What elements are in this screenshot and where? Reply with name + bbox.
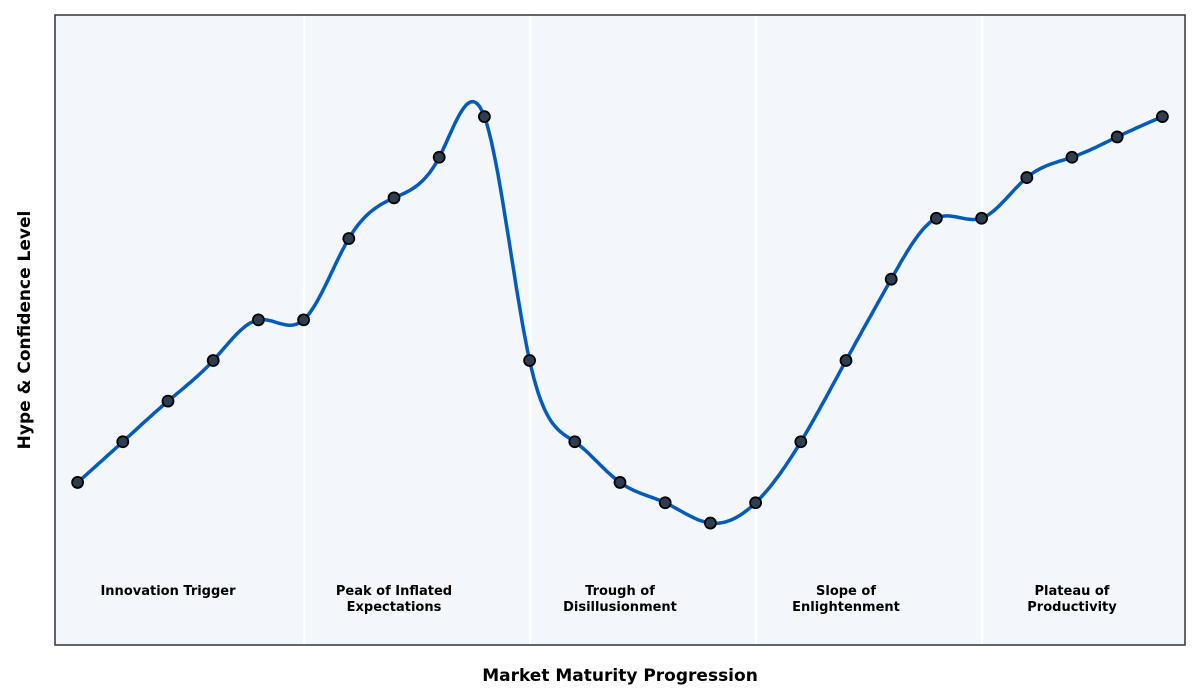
data-point-8 <box>432 150 446 164</box>
data-point-24 <box>1156 110 1169 124</box>
data-point-14 <box>704 516 717 530</box>
phase-label-4: Slope of Enlightenment <box>792 584 900 615</box>
phase-label-1: Innovation Trigger <box>100 584 236 599</box>
phase-label-3: Trough of Disillusionment <box>563 584 677 615</box>
data-point-1 <box>116 435 130 449</box>
x-axis-label: Market Maturity Progression <box>482 666 758 686</box>
phase-label-2: Peak of Inflated Expectations <box>336 584 452 615</box>
y-axis-label: Hype & Confidence Level <box>15 211 35 450</box>
data-point-15 <box>749 496 762 510</box>
data-point-21 <box>1020 171 1034 184</box>
data-point-20 <box>975 211 988 225</box>
data-point-12 <box>613 476 627 489</box>
data-point-9 <box>477 110 491 124</box>
data-point-16 <box>794 435 808 449</box>
plot-frame <box>54 14 1186 646</box>
plot-background <box>55 15 1185 645</box>
data-point-22 <box>1065 150 1079 164</box>
data-point-3 <box>206 354 220 367</box>
data-point-2 <box>161 394 175 408</box>
data-point-7 <box>387 191 401 205</box>
data-point-0 <box>71 476 84 489</box>
data-point-6 <box>342 232 356 245</box>
data-point-10 <box>523 354 536 367</box>
data-point-23 <box>1110 130 1124 144</box>
data-point-4 <box>251 313 265 327</box>
phase-label-5: Plateau of Productivity <box>1027 584 1117 615</box>
data-point-17 <box>839 354 853 367</box>
data-point-11 <box>568 435 582 449</box>
data-point-13 <box>658 496 672 510</box>
data-point-5 <box>297 313 311 327</box>
data-point-19 <box>930 211 943 225</box>
data-point-18 <box>884 272 898 286</box>
